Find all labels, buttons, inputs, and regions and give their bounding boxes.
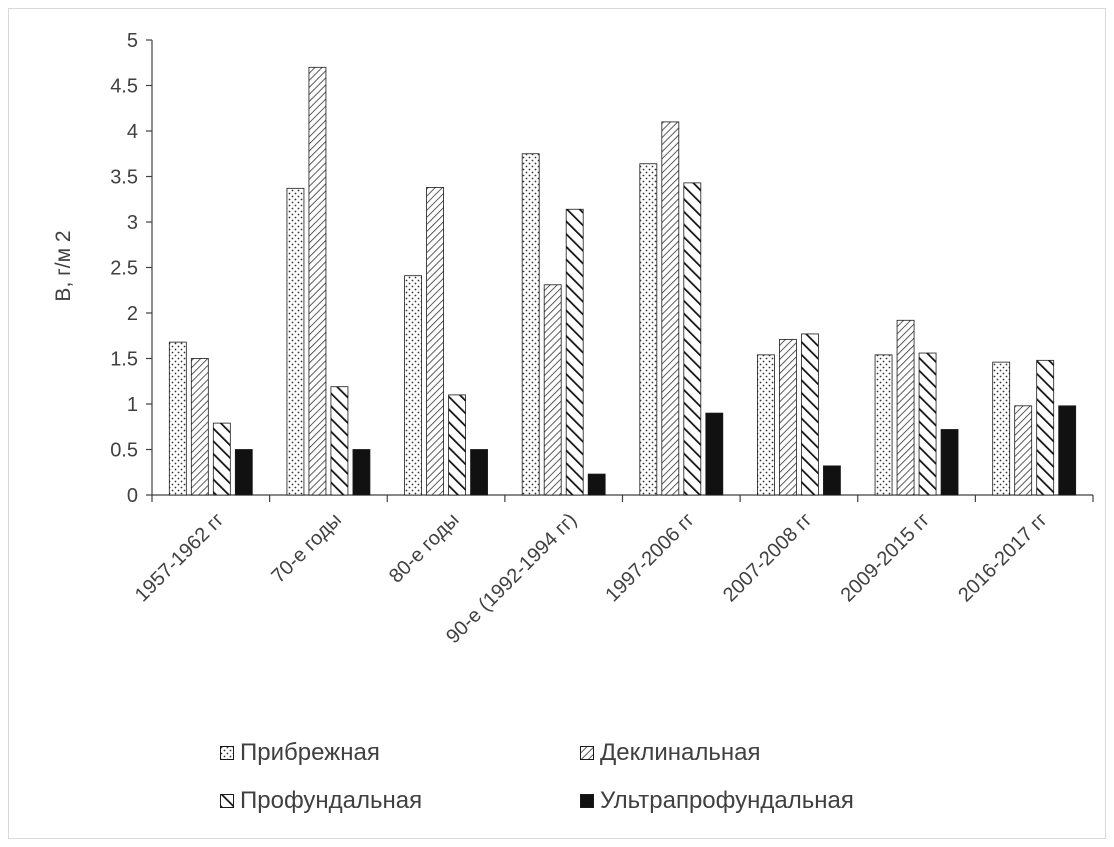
x-tick-label: 2007-2008 гг (719, 509, 816, 606)
x-tick-label: 70-е годы (267, 509, 346, 588)
y-tick-label: 1 (127, 394, 138, 416)
bar (757, 354, 775, 496)
y-tick-label: 0.5 (110, 440, 138, 462)
bar (918, 352, 937, 496)
bar (683, 182, 702, 496)
y-tick-label: 5 (127, 30, 138, 52)
y-tick-label: 4 (127, 121, 138, 143)
bar (801, 333, 819, 496)
bar (874, 354, 893, 496)
bar (543, 284, 562, 496)
x-tick-label: 2016-2017 гг (954, 509, 1051, 606)
legend-item: Деклинальная (580, 738, 761, 768)
legend-item: Ультрапрофундальная (580, 786, 854, 816)
legend-label: Деклинальная (600, 739, 761, 766)
bar (212, 422, 231, 496)
legend: Прибрежная Деклинальная Профундальная Ультр… (220, 738, 920, 838)
y-tick-label: 3 (127, 212, 138, 234)
legend-item: Профундальная (220, 786, 422, 816)
bar (308, 66, 327, 496)
bar (521, 153, 540, 496)
bars (168, 66, 1077, 496)
legend-swatch (580, 794, 594, 808)
y-tick-label: 1.5 (110, 349, 138, 371)
legend-swatch (220, 746, 234, 760)
chart-frame (8, 8, 1106, 839)
y-tick-label: 2.5 (110, 258, 138, 280)
bar (286, 187, 305, 496)
bar (448, 394, 466, 496)
bar (587, 473, 606, 496)
bar (190, 358, 209, 496)
y-axis-title: В, г/м 2 (52, 230, 75, 301)
legend-item: Прибрежная (220, 738, 380, 768)
x-tick-label: 1997-2006 гг (601, 509, 698, 606)
legend-label: Ультрапрофундальная (600, 787, 854, 814)
y-tick-label: 4.5 (110, 76, 138, 98)
bar (1014, 405, 1033, 496)
bar (992, 361, 1011, 496)
bar (705, 412, 724, 496)
legend-label: Прибрежная (240, 739, 380, 766)
y-tick-label: 3.5 (110, 167, 138, 189)
legend-swatch (580, 746, 594, 760)
bar (168, 341, 187, 496)
bar (823, 465, 841, 496)
bar (426, 187, 444, 496)
legend-swatch (220, 794, 234, 808)
bar (330, 386, 349, 496)
bar (940, 429, 959, 496)
bar (470, 449, 488, 496)
bar (565, 208, 584, 496)
bar (404, 275, 422, 496)
y-tick-label: 2 (127, 303, 138, 325)
y-axis: 0 0.5 1 1.5 2 2.5 3 3.5 4 4.5 5 (110, 30, 153, 507)
x-tick-label: 80-е годы (385, 509, 464, 588)
x-tick-label: 2009-2015 гг (837, 509, 934, 606)
bar (896, 319, 915, 496)
legend-label: Профундальная (240, 787, 423, 814)
y-tick-label: 0 (127, 485, 138, 507)
bar (352, 449, 371, 496)
x-tick-label: 90-е (1992-1994 гг) (442, 509, 581, 648)
bar (639, 163, 658, 496)
x-tick-label: 1957-1962 гг (131, 509, 228, 606)
bar (661, 121, 680, 496)
bar (234, 449, 253, 496)
bar (779, 338, 797, 496)
bar (1058, 405, 1077, 496)
bar (1036, 359, 1055, 496)
